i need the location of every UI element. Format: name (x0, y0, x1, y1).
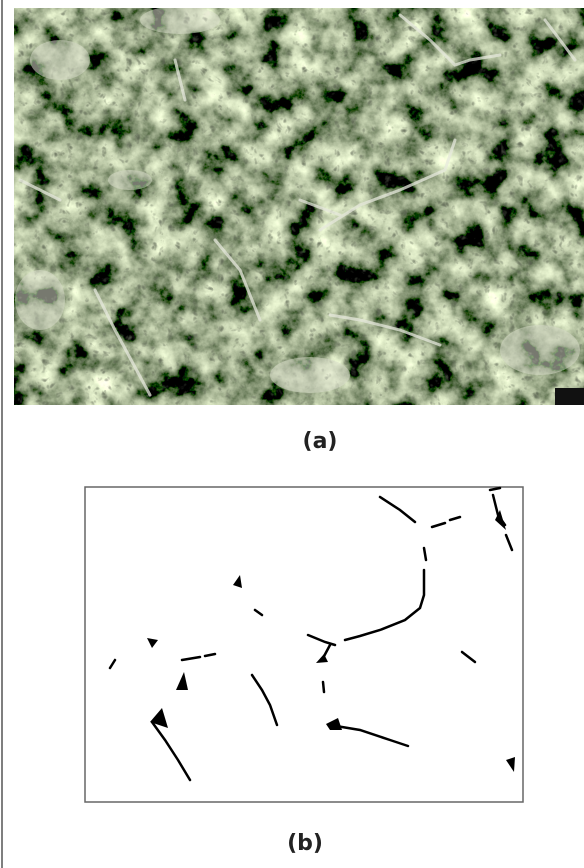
figure: (a) (b) (0, 0, 584, 868)
road-map (85, 487, 523, 802)
page: {"figure": {"panels": [{"caption": "(a)"… (0, 0, 584, 868)
caption-a: (a) (303, 429, 338, 454)
caption-b: (b) (287, 831, 323, 856)
aerial-image (14, 6, 584, 405)
